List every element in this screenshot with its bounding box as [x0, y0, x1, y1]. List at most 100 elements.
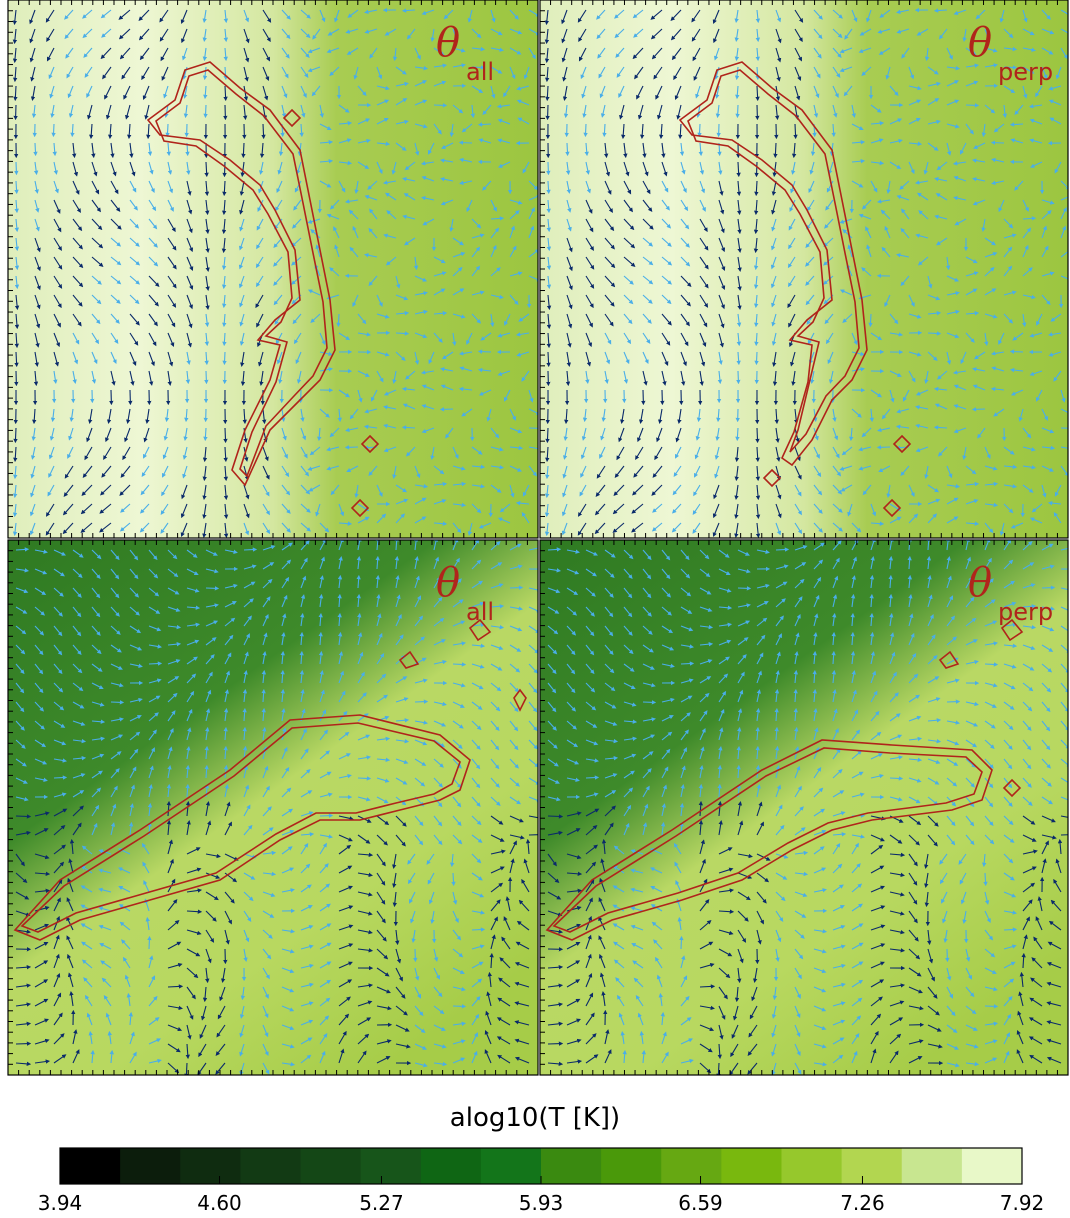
vector-arrow — [34, 256, 41, 272]
vector-arrow — [471, 46, 486, 52]
vector-arrow — [735, 427, 740, 442]
vector-arrow — [717, 783, 722, 798]
vector-arrow — [12, 28, 18, 45]
vector-arrow — [68, 104, 74, 118]
panel — [8, 0, 538, 538]
vector-arrow — [307, 66, 321, 73]
vector-arrow — [148, 180, 155, 193]
vector-arrow — [452, 251, 466, 258]
colorbar-segment — [901, 1148, 963, 1184]
vector-arrow — [509, 225, 515, 239]
vector-arrow — [414, 47, 421, 60]
vector-arrow — [330, 199, 340, 210]
vector-arrow — [441, 142, 454, 149]
vector-arrow — [184, 1062, 189, 1075]
vector-arrow — [292, 218, 302, 229]
vector-arrow — [53, 313, 61, 328]
vector-arrow — [273, 275, 283, 286]
vector-arrow — [239, 218, 245, 232]
vector-arrow — [414, 309, 428, 315]
vector-arrow — [452, 47, 466, 53]
vector-arrow — [354, 180, 359, 195]
vector-arrow — [239, 294, 245, 308]
vector-arrow — [72, 237, 83, 250]
vector-arrow — [129, 180, 137, 193]
vector-arrow — [583, 123, 588, 138]
vector-arrow — [546, 351, 551, 368]
vector-arrow — [262, 28, 271, 43]
vector-arrow — [223, 28, 229, 43]
vector-arrow — [1003, 927, 1018, 932]
vector-arrow — [100, 9, 112, 19]
vector-arrow — [395, 310, 410, 316]
vector-arrow — [110, 142, 115, 159]
vector-arrow — [452, 662, 467, 667]
vector-arrow — [440, 199, 454, 206]
colorbar-segment — [240, 1148, 301, 1184]
colorbar-segment — [781, 1148, 843, 1184]
vector-arrow — [345, 28, 359, 34]
vector-arrow — [166, 142, 171, 157]
vector-arrow — [452, 288, 465, 296]
vector-arrow — [91, 237, 104, 249]
vector-arrow — [14, 180, 19, 195]
vector-arrow — [334, 244, 340, 258]
vector-arrow — [430, 28, 435, 43]
vector-arrow — [15, 547, 30, 552]
vector-arrow — [53, 237, 62, 251]
vector-arrow — [404, 237, 416, 246]
vector-arrow — [14, 294, 20, 311]
vector-arrow — [433, 271, 447, 277]
vector-arrow — [300, 47, 310, 58]
vector-arrow — [183, 85, 188, 99]
vector-arrow — [433, 311, 448, 316]
vector-arrow — [148, 313, 158, 327]
vector-arrow — [452, 313, 466, 319]
vector-arrow — [471, 218, 482, 229]
vector-arrow — [490, 313, 495, 328]
vector-arrow — [395, 66, 407, 75]
vector-arrow — [296, 161, 302, 175]
vector-arrow — [262, 104, 268, 120]
vector-arrow — [34, 275, 41, 291]
vector-arrow — [319, 159, 334, 164]
vector-arrow — [509, 199, 523, 205]
vector-arrow — [433, 123, 442, 135]
vector-arrow — [255, 256, 264, 269]
vector-arrow — [509, 271, 523, 277]
vector-arrow — [102, 66, 112, 80]
vector-arrow — [223, 85, 228, 102]
vector-arrow — [148, 199, 157, 212]
vector-arrow — [238, 275, 245, 289]
vector-arrow — [29, 47, 36, 63]
vector-arrow — [793, 688, 798, 703]
vector-arrow — [262, 85, 269, 101]
vector-arrow — [242, 104, 248, 121]
vector-arrow — [482, 180, 492, 191]
vector-arrow — [34, 313, 41, 329]
vector-arrow — [202, 28, 207, 43]
vector-arrow — [699, 984, 716, 989]
vector-arrow — [52, 142, 57, 157]
vector-arrow — [34, 180, 39, 194]
vector-arrow — [319, 123, 332, 131]
vector-arrow — [376, 99, 390, 106]
vector-arrow — [471, 265, 481, 277]
vector-arrow — [364, 195, 378, 201]
vector-arrow — [392, 47, 398, 62]
vector-arrow — [82, 28, 93, 39]
vector-arrow — [110, 180, 119, 195]
vector-arrow — [29, 9, 36, 25]
panel-label-symbol: θ — [968, 20, 992, 66]
vector-arrow — [281, 85, 288, 99]
vector-arrow — [402, 177, 416, 182]
vector-arrow — [522, 161, 530, 174]
vector-arrow — [48, 66, 55, 80]
vector-arrow — [29, 28, 36, 44]
vector-arrow — [414, 275, 428, 282]
vector-arrow — [401, 425, 416, 430]
vector-arrow — [167, 275, 177, 289]
vector-arrow — [546, 180, 551, 195]
vector-arrow — [202, 66, 208, 81]
